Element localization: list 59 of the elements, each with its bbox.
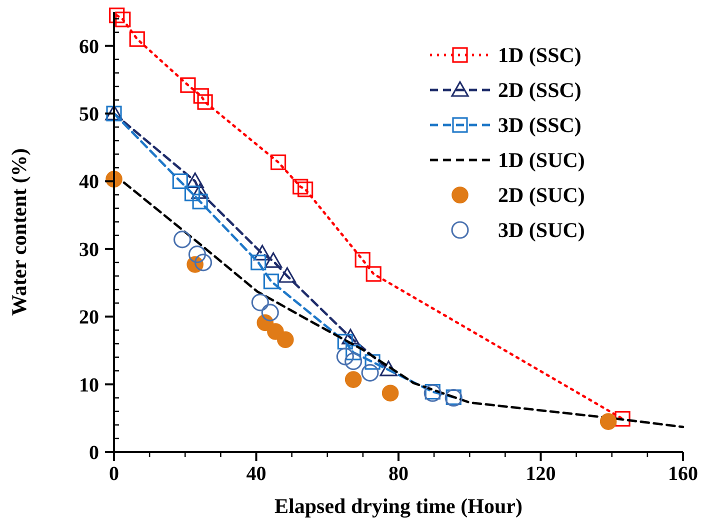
y-axis-title: Water content (%) <box>7 148 31 316</box>
point <box>366 266 382 282</box>
y-tick-label: 30 <box>79 238 99 261</box>
point <box>344 371 362 388</box>
legend-label: 1D (SSC) <box>498 43 582 67</box>
point <box>354 252 370 268</box>
x-tick-label: 0 <box>109 463 119 485</box>
point <box>188 246 206 264</box>
point <box>600 413 617 430</box>
point <box>253 244 272 260</box>
point <box>264 252 282 268</box>
legend-label: 2D (SSC) <box>498 78 582 102</box>
point <box>270 154 286 170</box>
x-tick-label: 160 <box>668 463 698 485</box>
legend-label: 3D (SSC) <box>498 113 582 137</box>
point <box>194 254 212 272</box>
legend-label: 1D (SUC) <box>498 148 585 172</box>
point <box>292 178 308 194</box>
x-tick-label: 40 <box>246 463 266 485</box>
x-tick-label: 80 <box>388 463 408 485</box>
x-axis-title: Elapsed drying time (Hour) <box>274 494 522 518</box>
point <box>172 173 188 190</box>
point <box>344 352 362 370</box>
point <box>278 267 296 283</box>
point <box>180 77 196 93</box>
y-tick-label: 20 <box>79 306 99 329</box>
point <box>173 230 192 248</box>
x-tick-label: 120 <box>526 463 556 485</box>
y-tick-label: 10 <box>79 374 99 396</box>
point <box>382 384 399 402</box>
point <box>193 88 209 104</box>
point <box>261 304 279 322</box>
point <box>191 183 209 199</box>
point <box>192 194 208 210</box>
point <box>298 182 314 198</box>
y-tick-label: 60 <box>79 36 99 58</box>
point <box>109 8 125 24</box>
point <box>251 294 269 312</box>
point <box>129 31 145 47</box>
point <box>614 411 630 427</box>
point <box>184 186 200 202</box>
point <box>337 334 353 350</box>
point <box>380 360 398 376</box>
point <box>250 254 266 270</box>
point <box>115 12 131 28</box>
y-tick-label: 50 <box>79 104 99 126</box>
point <box>277 331 294 348</box>
y-tick-label: 40 <box>79 171 99 194</box>
point <box>364 354 380 370</box>
point <box>346 344 362 360</box>
legend-label: 3D (SUC) <box>498 218 585 242</box>
point <box>336 348 354 366</box>
point <box>263 274 279 290</box>
point <box>186 172 204 188</box>
y-tick-label: 0 <box>89 442 99 464</box>
legend-label: 2D (SUC) <box>498 183 585 207</box>
point <box>361 364 379 382</box>
point <box>197 94 213 110</box>
point <box>342 328 360 344</box>
